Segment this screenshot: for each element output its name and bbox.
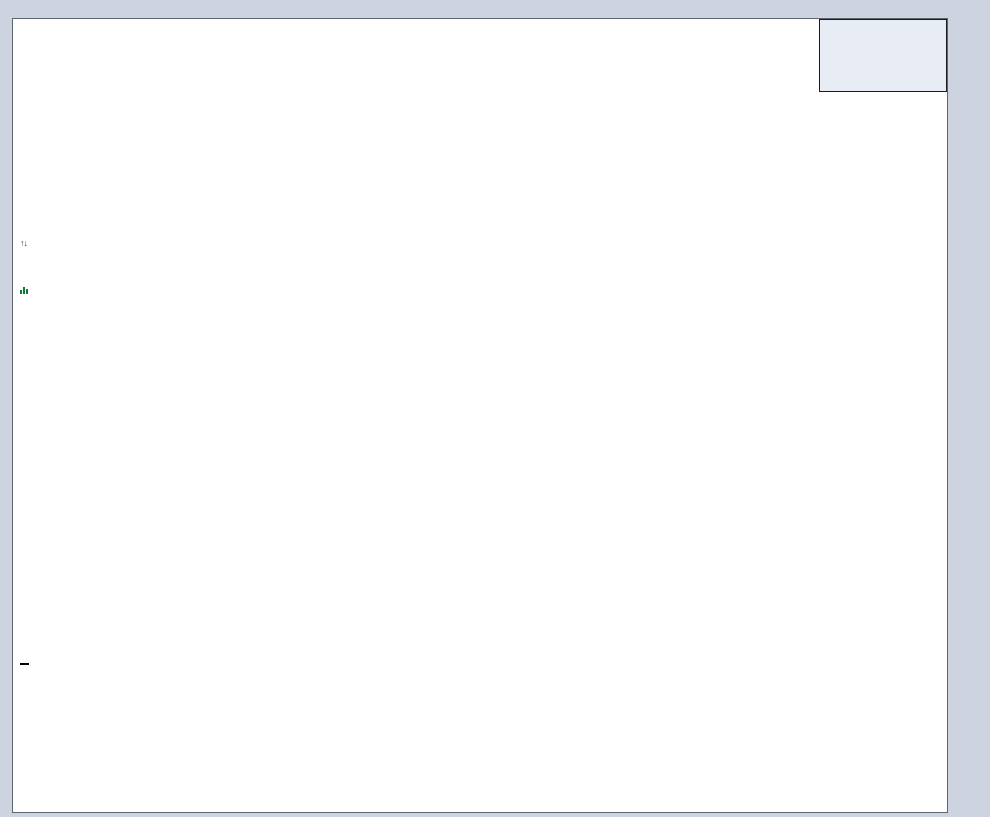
quote-date-box [819, 19, 947, 92]
chart-canvas [13, 19, 947, 812]
chart-box: ↑↓ [12, 18, 948, 813]
title-bar [0, 0, 990, 18]
